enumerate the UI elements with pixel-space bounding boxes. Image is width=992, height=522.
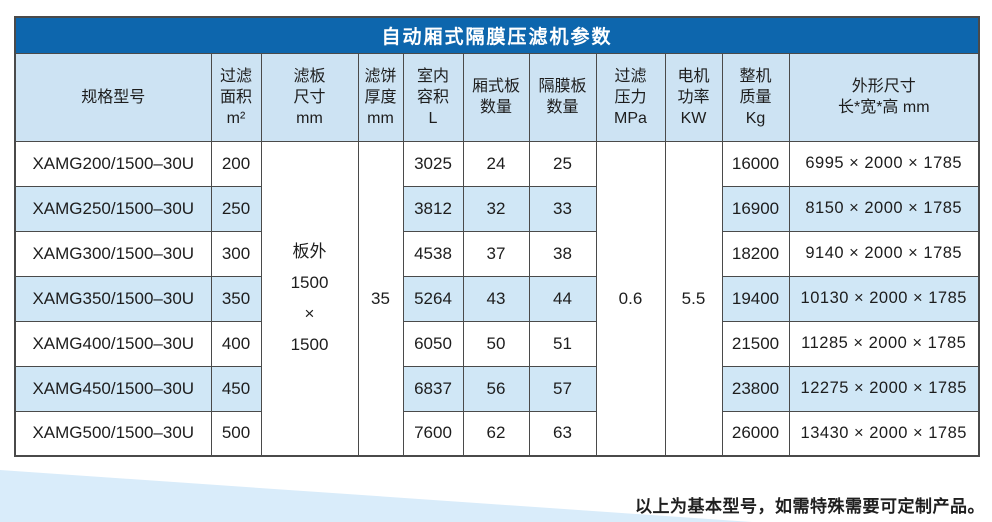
cell-dimensions: 11285 × 2000 × 1785 <box>788 320 980 367</box>
cell-dimensions: 13430 × 2000 × 1785 <box>788 410 980 457</box>
table-title: 自动厢式隔膜压滤机参数 <box>14 16 980 54</box>
cell-filter-area: 300 <box>210 230 262 277</box>
cell-cake-thickness: 35 <box>357 140 404 457</box>
table-row: XAMG500/1500–30U 500 7600 62 63 26000 13430 × … <box>14 410 980 457</box>
cell-machine-weight: 23800 <box>721 365 790 412</box>
cell-filter-area: 500 <box>210 410 262 457</box>
cell-diaphragm-plates: 57 <box>528 365 597 412</box>
cell-diaphragm-plates: 38 <box>528 230 597 277</box>
footer-note: 以上为基本型号，如需特殊需要可定制产品。 <box>635 497 985 516</box>
cell-motor-power: 5.5 <box>664 140 723 457</box>
cell-dimensions: 6995 × 2000 × 1785 <box>788 140 980 187</box>
table-row: XAMG450/1500–30U 450 6837 56 57 23800 12275 × … <box>14 365 980 412</box>
cell-machine-weight: 26000 <box>721 410 790 457</box>
cell-chamber-plates: 32 <box>462 185 530 232</box>
cell-diaphragm-plates: 51 <box>528 320 597 367</box>
cell-dimensions: 10130 × 2000 × 1785 <box>788 275 980 322</box>
cell-dimensions: 8150 × 2000 × 1785 <box>788 185 980 232</box>
header-diaphragm-plates: 隔膜板 数量 <box>528 52 597 142</box>
spec-table: 自动厢式隔膜压滤机参数 规格型号 过滤 面积 m² 滤板 尺寸 mm 滤饼 厚度… <box>14 16 980 457</box>
table-row: XAMG250/1500–30U 250 3812 32 33 16900 8150 × 2… <box>14 185 980 232</box>
cell-chamber-plates: 50 <box>462 320 530 367</box>
header-chamber-plates: 厢式板 数量 <box>462 52 530 142</box>
cell-chamber-volume: 5264 <box>402 275 464 322</box>
cell-chamber-plates: 37 <box>462 230 530 277</box>
cell-chamber-plates: 56 <box>462 365 530 412</box>
cell-model: XAMG450/1500–30U <box>14 365 212 412</box>
cell-chamber-volume: 4538 <box>402 230 464 277</box>
cell-filter-area: 350 <box>210 275 262 322</box>
header-chamber-volume: 室内 容积 L <box>402 52 464 142</box>
cell-dimensions: 12275 × 2000 × 1785 <box>788 365 980 412</box>
cell-diaphragm-plates: 44 <box>528 275 597 322</box>
cell-dimensions: 9140 × 2000 × 1785 <box>788 230 980 277</box>
header-row: 规格型号 过滤 面积 m² 滤板 尺寸 mm 滤饼 厚度 mm 室内 容积 L … <box>14 52 980 142</box>
cell-machine-weight: 18200 <box>721 230 790 277</box>
header-plate-size: 滤板 尺寸 mm <box>260 52 359 142</box>
header-filter-area: 过滤 面积 m² <box>210 52 262 142</box>
header-model: 规格型号 <box>14 52 212 142</box>
cell-chamber-volume: 6050 <box>402 320 464 367</box>
cell-model: XAMG250/1500–30U <box>14 185 212 232</box>
header-dimensions: 外形尺寸 长*宽*高 mm <box>788 52 980 142</box>
header-motor-power: 电机 功率 KW <box>664 52 723 142</box>
cell-chamber-plates: 43 <box>462 275 530 322</box>
table-body: XAMG200/1500–30U 200 板外 1500 × 1500 35 3025 2… <box>14 140 980 457</box>
cell-filter-area: 200 <box>210 140 262 187</box>
cell-chamber-plates: 62 <box>462 410 530 457</box>
cell-model: XAMG400/1500–30U <box>14 320 212 367</box>
table-row: XAMG200/1500–30U 200 板外 1500 × 1500 35 3025 2… <box>14 140 980 457</box>
table-row: XAMG400/1500–30U 400 6050 50 51 21500 11285 × … <box>14 320 980 367</box>
cell-diaphragm-plates: 25 <box>528 140 597 187</box>
cell-filter-area: 400 <box>210 320 262 367</box>
cell-filter-area: 250 <box>210 185 262 232</box>
cell-filter-pressure: 0.6 <box>595 140 666 457</box>
cell-chamber-plates: 24 <box>462 140 530 187</box>
cell-diaphragm-plates: 33 <box>528 185 597 232</box>
header-cake-thickness: 滤饼 厚度 mm <box>357 52 404 142</box>
cell-machine-weight: 21500 <box>721 320 790 367</box>
cell-machine-weight: 16900 <box>721 185 790 232</box>
cell-model: XAMG500/1500–30U <box>14 410 212 457</box>
title-row: 自动厢式隔膜压滤机参数 <box>14 16 980 54</box>
cell-machine-weight: 16000 <box>721 140 790 187</box>
cell-chamber-volume: 3025 <box>402 140 464 187</box>
cell-chamber-volume: 7600 <box>402 410 464 457</box>
cell-machine-weight: 19400 <box>721 275 790 322</box>
table-row: XAMG350/1500–30U 350 5264 43 44 19400 10130 × … <box>14 275 980 322</box>
cell-chamber-volume: 6837 <box>402 365 464 412</box>
cell-plate-size: 板外 1500 × 1500 <box>260 140 359 457</box>
cell-model: XAMG200/1500–30U <box>14 140 212 187</box>
header-filter-pressure: 过滤 压力 MPa <box>595 52 666 142</box>
cell-model: XAMG300/1500–30U <box>14 230 212 277</box>
table-row: XAMG300/1500–30U 300 4538 37 38 18200 9140 × 2… <box>14 230 980 277</box>
cell-chamber-volume: 3812 <box>402 185 464 232</box>
cell-filter-area: 450 <box>210 365 262 412</box>
header-machine-weight: 整机 质量 Kg <box>721 52 790 142</box>
cell-model: XAMG350/1500–30U <box>14 275 212 322</box>
cell-diaphragm-plates: 63 <box>528 410 597 457</box>
